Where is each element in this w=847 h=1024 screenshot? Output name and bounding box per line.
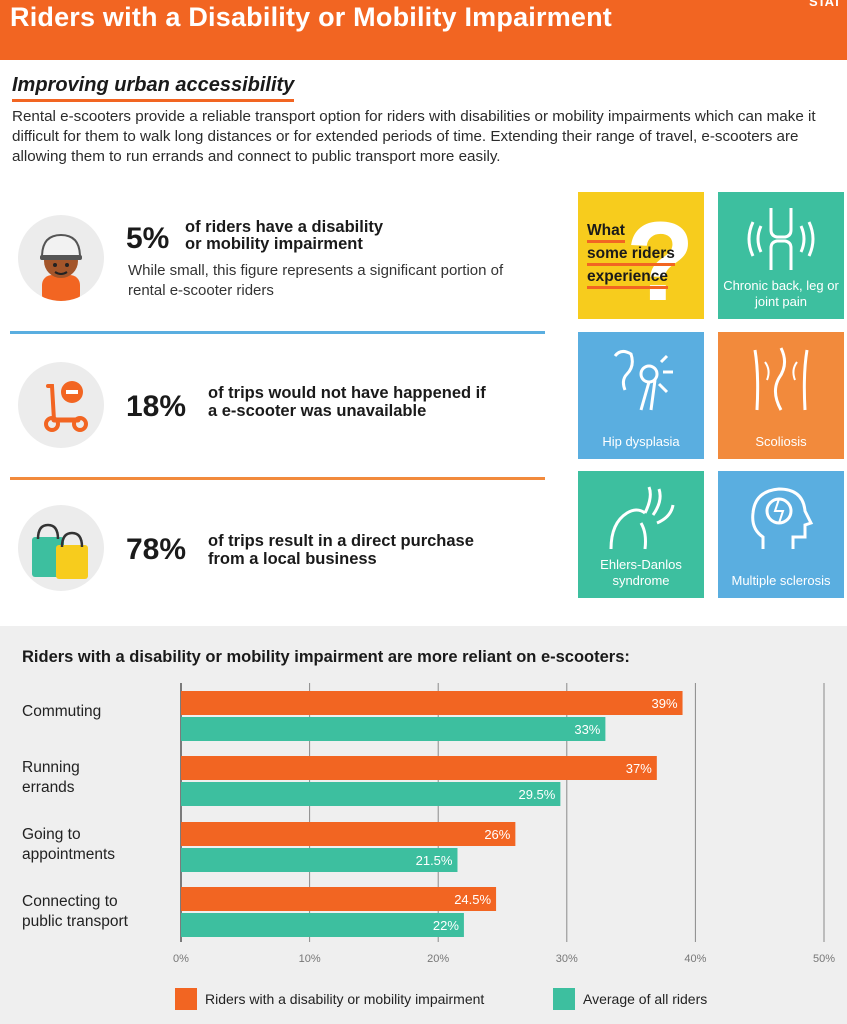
stat-text-line1: of trips result in a direct purchase — [208, 532, 474, 550]
bar-value-label: 21.5% — [416, 853, 453, 868]
stat-percent: 78% — [126, 533, 187, 566]
legend-label: Average of all riders — [583, 991, 708, 1007]
bar-value-label: 24.5% — [454, 892, 491, 907]
x-tick-label: 0% — [173, 953, 189, 965]
x-tick-label: 50% — [813, 953, 835, 965]
stat-percent: 5% — [126, 222, 170, 255]
tile-multiple-sclerosis: Multiple sclerosis — [718, 471, 844, 598]
x-tick-label: 30% — [556, 953, 578, 965]
stat-text-line2: a e-scooter was unavailable — [208, 402, 427, 420]
head-brain-icon — [751, 487, 814, 549]
experience-heading-line3: experience — [587, 268, 668, 289]
experience-heading-line1: What — [587, 222, 625, 243]
spine-back-icon — [753, 347, 809, 411]
bar — [181, 848, 458, 872]
corner-text: STAT — [808, 0, 841, 9]
bar-value-label: 22% — [433, 918, 459, 933]
stat-text-line2: or mobility impairment — [185, 235, 363, 253]
bar-value-label: 29.5% — [518, 787, 555, 802]
hip-joint-icon — [613, 349, 673, 411]
bar — [181, 691, 683, 715]
chart-section: Riders with a disability or mobility imp… — [0, 626, 847, 1024]
legend-label: Riders with a disability or mobility imp… — [205, 991, 485, 1007]
tile-ehlers-danlos: Ehlers-Danlos syndrome — [578, 471, 704, 598]
divider-orange — [10, 477, 545, 480]
bar — [181, 913, 464, 937]
experience-heading-line2: some riders — [587, 245, 675, 266]
section-subtitle: Improving urban accessibility — [12, 74, 295, 102]
bar — [181, 782, 561, 806]
chart-title: Riders with a disability or mobility imp… — [22, 648, 630, 666]
stat-text-line1: of trips would not have happened if — [208, 384, 486, 402]
category-label-appointments: Going to appointments — [22, 826, 116, 863]
x-tick-label: 10% — [299, 953, 321, 965]
divider-blue — [10, 331, 545, 334]
bar-chart: 0% 10% 20% 30% 40% 50% 39% 33% 37% 29.5% 26% 21.5% 2… — [173, 683, 835, 965]
tile-label: Multiple sclerosis — [731, 573, 831, 588]
bar-value-label: 39% — [652, 696, 678, 711]
legend-item-all-riders: Average of all riders — [553, 988, 707, 1010]
legend-swatch-orange — [175, 988, 197, 1010]
tile-hip-dysplasia: Hip dysplasia — [578, 332, 704, 459]
rider-avatar-icon — [18, 215, 104, 301]
intro-paragraph: Rental e-scooters provide a reliable tra… — [12, 108, 816, 165]
stat-trips-unavailable: 18% of trips would not have happened if … — [0, 357, 560, 457]
category-label-errands: Running errands — [22, 759, 80, 796]
category-label-commuting: Commuting — [22, 703, 102, 720]
tile-label: Scoliosis — [755, 434, 807, 449]
header-banner: Riders with a Disability or Mobility Imp… — [0, 0, 847, 60]
stat-riders-disability: 5% of riders have a disability or mobili… — [0, 210, 560, 310]
bar-value-label: 26% — [484, 827, 510, 842]
flexible-arm-icon — [609, 486, 675, 550]
tile-label: Ehlers-Danlos syndrome — [600, 557, 682, 588]
tile-label: Hip dysplasia — [602, 434, 680, 449]
svg-text:?: ? — [626, 199, 694, 319]
page-title: Riders with a Disability or Mobility Imp… — [10, 2, 613, 32]
bar-value-label: 33% — [574, 722, 600, 737]
stat-local-purchase: 78% of trips result in a direct purchase… — [0, 500, 560, 600]
category-label-public-transport: Connecting to public transport — [22, 893, 128, 930]
bar — [181, 887, 497, 911]
legend-item-disability: Riders with a disability or mobility imp… — [175, 988, 484, 1010]
knee-joint-icon — [747, 208, 815, 270]
scooter-icon — [18, 362, 104, 448]
bar — [181, 756, 657, 780]
legend-swatch-teal — [553, 988, 575, 1010]
bar-value-label: 37% — [626, 761, 652, 776]
stat-text-line2: from a local business — [208, 550, 377, 568]
x-tick-label: 40% — [684, 953, 706, 965]
stat-text-line1: of riders have a disability — [185, 218, 384, 236]
bar — [181, 717, 606, 741]
x-tick-label: 20% — [427, 953, 449, 965]
tile-scoliosis: Scoliosis — [718, 332, 844, 459]
what-riders-experience-tile: ? What some riders experience — [578, 192, 704, 319]
tile-chronic-pain: Chronic back, leg or joint pain — [718, 192, 844, 319]
question-mark-icon: ? — [626, 199, 694, 319]
bar — [181, 822, 516, 846]
tile-label: Chronic back, leg or joint pain — [723, 278, 839, 309]
stat-subtext: While small, this figure represents a si… — [128, 262, 504, 299]
shopping-bags-icon — [18, 505, 104, 591]
stat-percent: 18% — [126, 390, 187, 423]
